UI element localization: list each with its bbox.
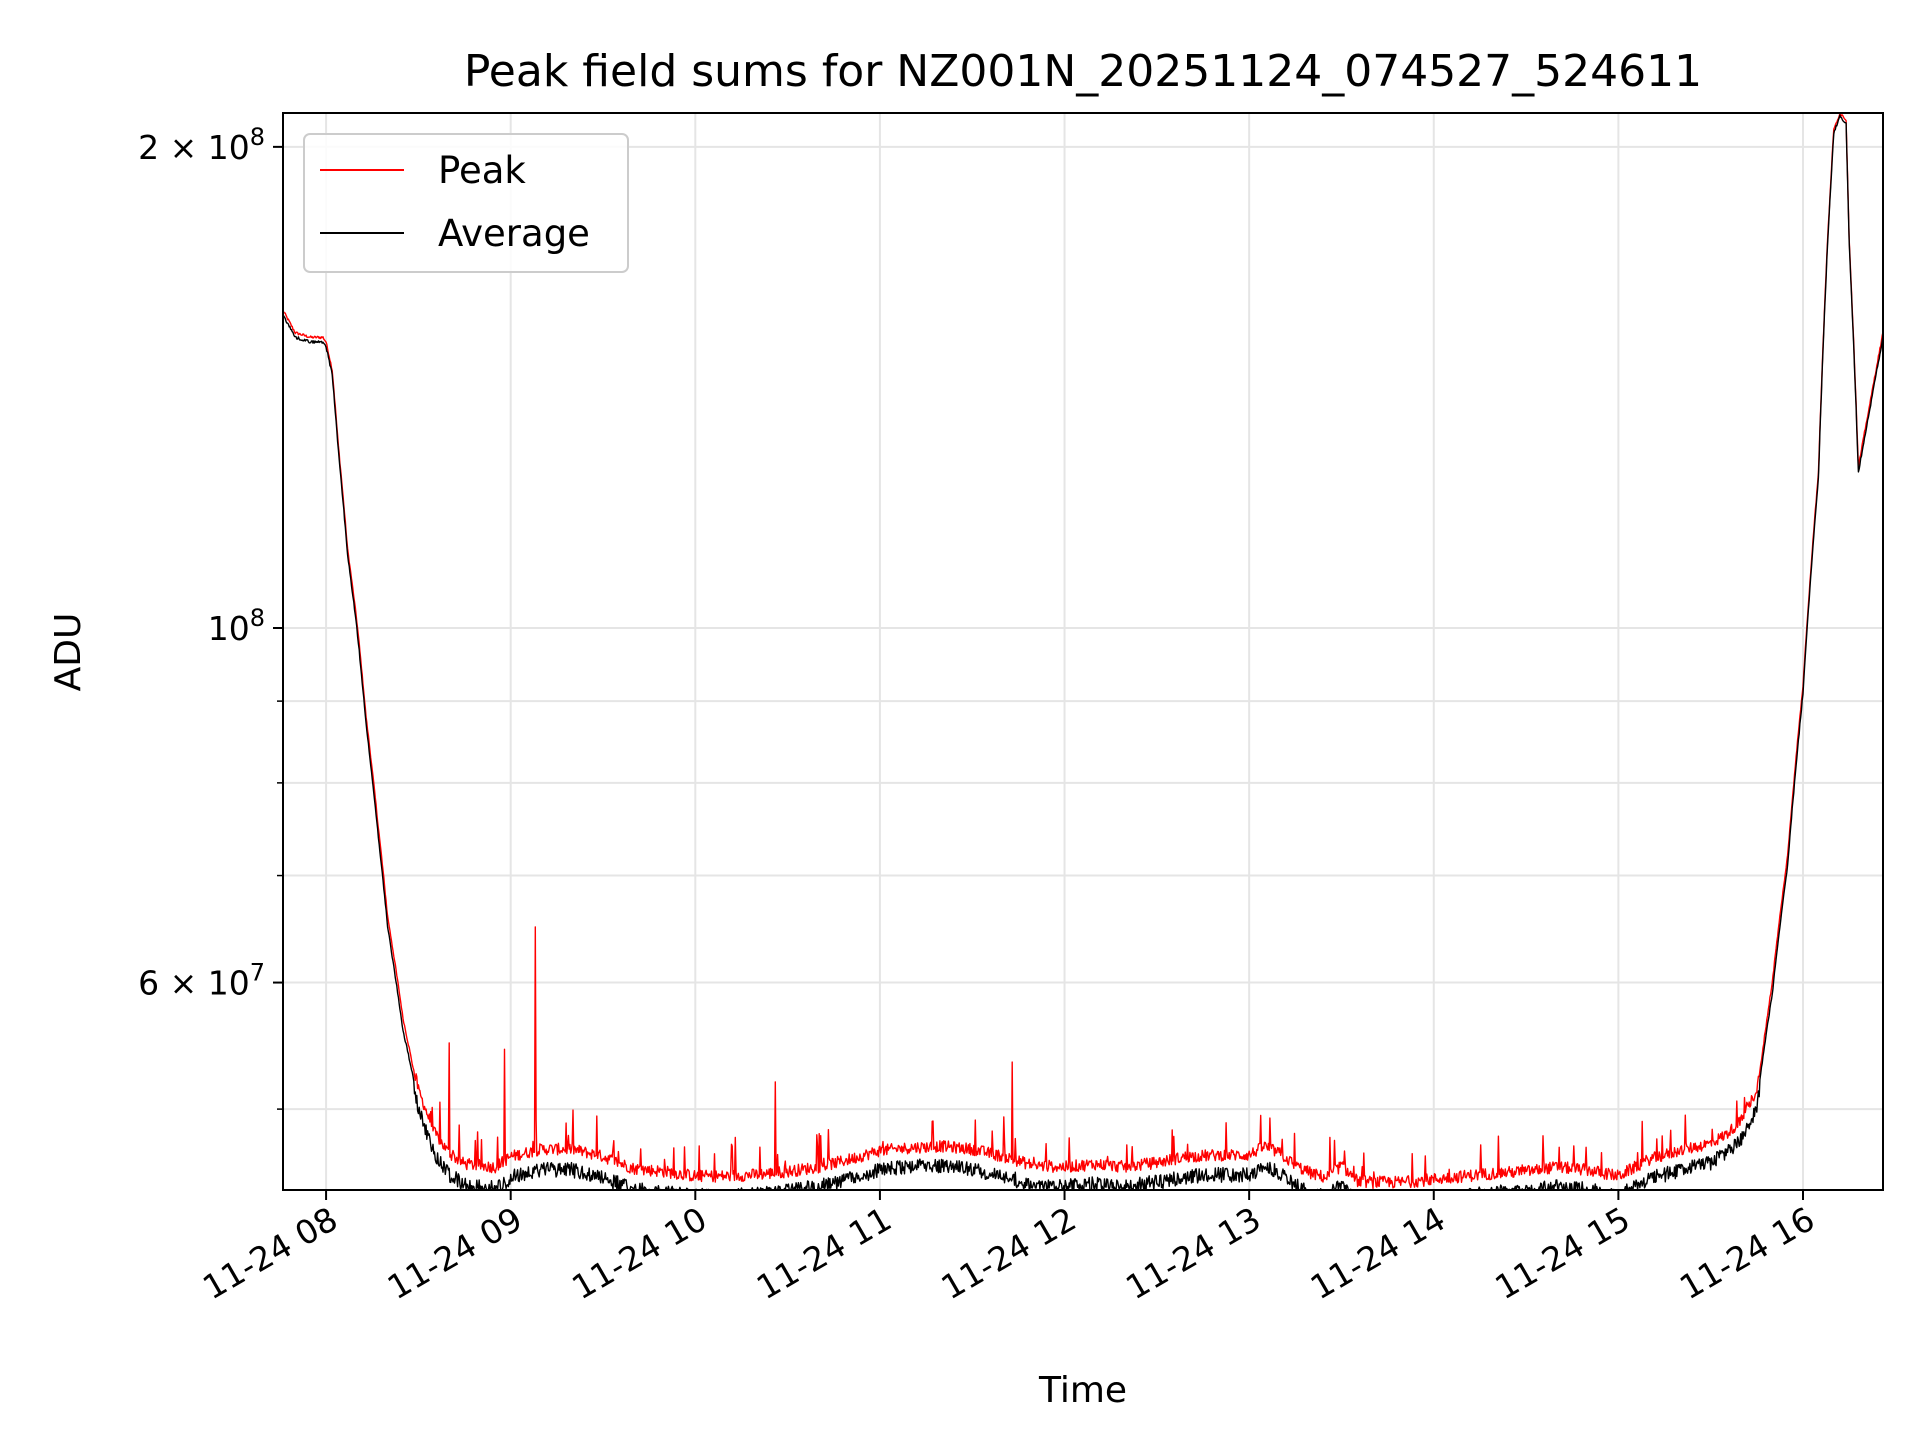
legend: Peak Average [303,133,629,273]
y-axis-label: ADU [48,613,89,692]
y-tick-label: 2 × 108 [138,123,265,167]
legend-box [303,133,629,273]
y-tick-label: 108 [208,604,265,648]
plot-frame [282,112,1884,1191]
x-axis-label: Time [1038,1370,1127,1411]
series-line-peak [282,112,1884,1190]
legend-label-peak: Peak [438,149,526,192]
legend-label-average: Average [438,212,590,255]
grid [283,113,1883,1190]
chart-title: Peak field sums for NZ001N_20251124_0745… [464,46,1702,97]
y-tick-label: 6 × 107 [138,959,265,1003]
